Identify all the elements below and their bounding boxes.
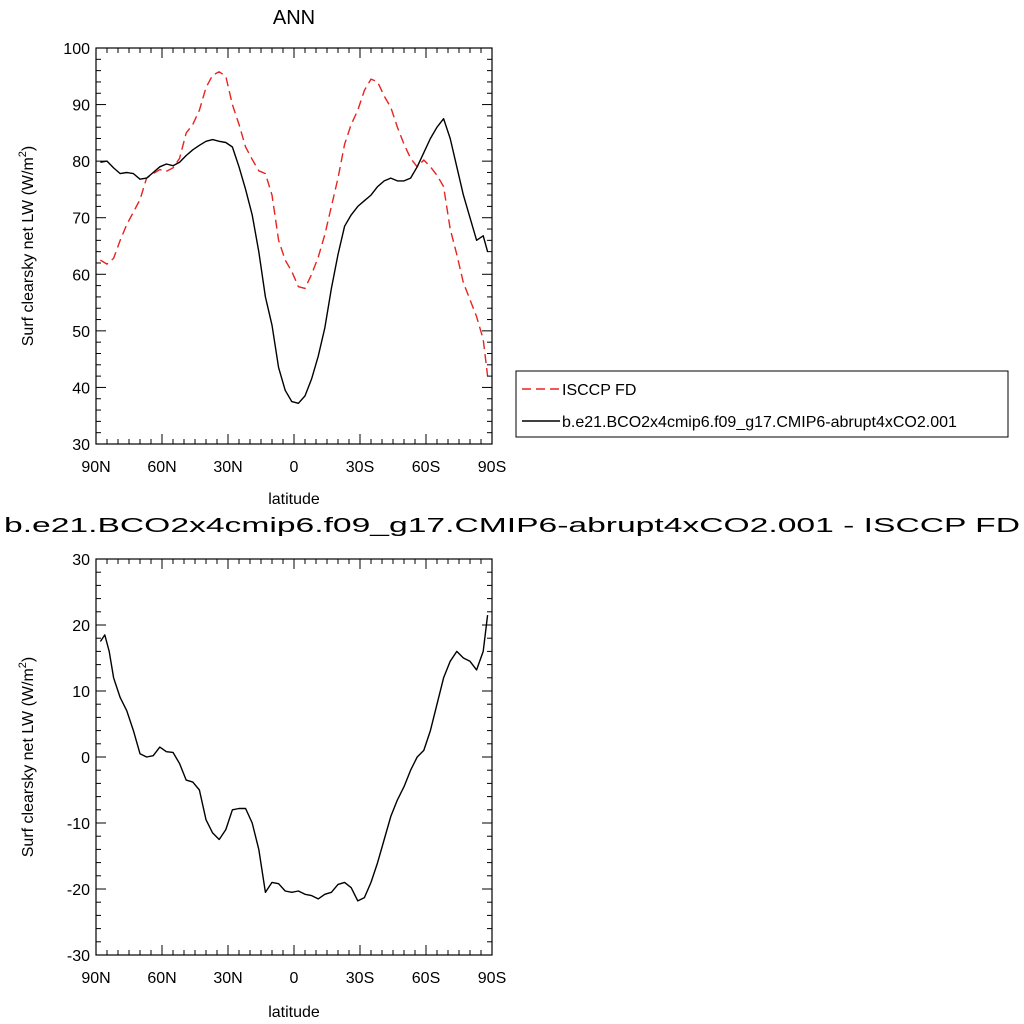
bottom-y-axis-label: Surf clearsky net LW (W/m2) [17,657,37,858]
bottom-x-tick-label: 30N [213,970,242,987]
top-y-axis-label-main: Surf clearsky net LW (W/m [20,157,37,346]
top-panel: ANN 90N 60N 30N 0 30S 60S 90S 30 40 50 60 70 80 90 100… [17,7,506,508]
legend-label-model: b.e21.BCO2x4cmip6.f09_g17.CMIP6-abrupt4x… [562,414,957,431]
bottom-y-tick-label: 30 [72,552,90,569]
bottom-y-tick-label: 0 [81,750,90,767]
bottom-series-line-0 [99,615,489,902]
top-y-axis-label: Surf clearsky net LW (W/m2) [17,146,37,347]
bottom-axes: 90N 60N 30N 0 30S 60S 90S -30 -20 -10 0 10 20 30 [67,552,506,987]
top-x-axis-label: latitude [268,491,320,508]
top-x-tick-label: 60N [147,459,176,476]
top-series-lines [100,71,489,404]
bottom-y-axis-label-close: ) [20,657,37,662]
top-x-tick-label: 90S [478,459,506,476]
bottom-y-axis-label-sup: 2 [17,662,29,668]
bottom-y-tick-label: -30 [67,948,90,965]
legend: ISCCP FD b.e21.BCO2x4cmip6.f09_g17.CMIP6… [515,370,1009,438]
top-axes: 90N 60N 30N 0 30S 60S 90S 30 40 50 60 70 80 90 100 [63,41,506,476]
top-series-line-1 [100,117,489,404]
top-y-tick-label: 70 [72,211,90,228]
top-x-tick-label: 90N [81,459,110,476]
top-x-tick-label: 30N [213,459,242,476]
bottom-x-tick-label: 30S [346,970,374,987]
top-x-tick-label: 60S [412,459,440,476]
legend-box [515,370,1009,438]
bottom-y-tick-label: -10 [67,816,90,833]
top-y-tick-label: 30 [72,437,90,454]
top-y-tick-label: 60 [72,267,90,284]
bottom-series-lines [99,615,489,902]
bottom-y-tick-label: 20 [72,618,90,635]
top-y-axis-label-sup: 2 [17,151,29,157]
legend-label-isccp: ISCCP FD [562,382,636,399]
bottom-x-axis-label: latitude [268,1004,320,1021]
top-x-tick-label: 30S [346,459,374,476]
bottom-x-tick-label: 90S [478,970,506,987]
top-y-tick-label: 90 [72,98,90,115]
bottom-x-tick-label: 90N [81,970,110,987]
bottom-plot-frame [95,558,493,956]
top-plot-frame [95,47,493,445]
top-y-tick-label: 80 [72,154,90,171]
top-x-tick-label: 0 [290,459,299,476]
top-y-tick-label: 100 [63,41,90,58]
top-y-tick-label: 40 [72,380,90,397]
bottom-chart-title: b.e21.BCO2x4cmip6.f09_g17.CMIP6-abrupt4x… [4,515,1020,537]
bottom-panel: b.e21.BCO2x4cmip6.f09_g17.CMIP6-abrupt4x… [4,515,1020,1021]
top-y-tick-label: 50 [72,324,90,341]
bottom-x-tick-label: 0 [290,970,299,987]
bottom-y-tick-label: -20 [67,882,90,899]
top-series-line-0 [100,71,489,377]
bottom-y-axis-label-main: Surf clearsky net LW (W/m [20,668,37,857]
top-chart-title: ANN [273,7,315,29]
bottom-x-tick-label: 60S [412,970,440,987]
bottom-y-tick-label: 10 [72,684,90,701]
top-y-axis-label-close: ) [20,146,37,151]
bottom-x-tick-label: 60N [147,970,176,987]
